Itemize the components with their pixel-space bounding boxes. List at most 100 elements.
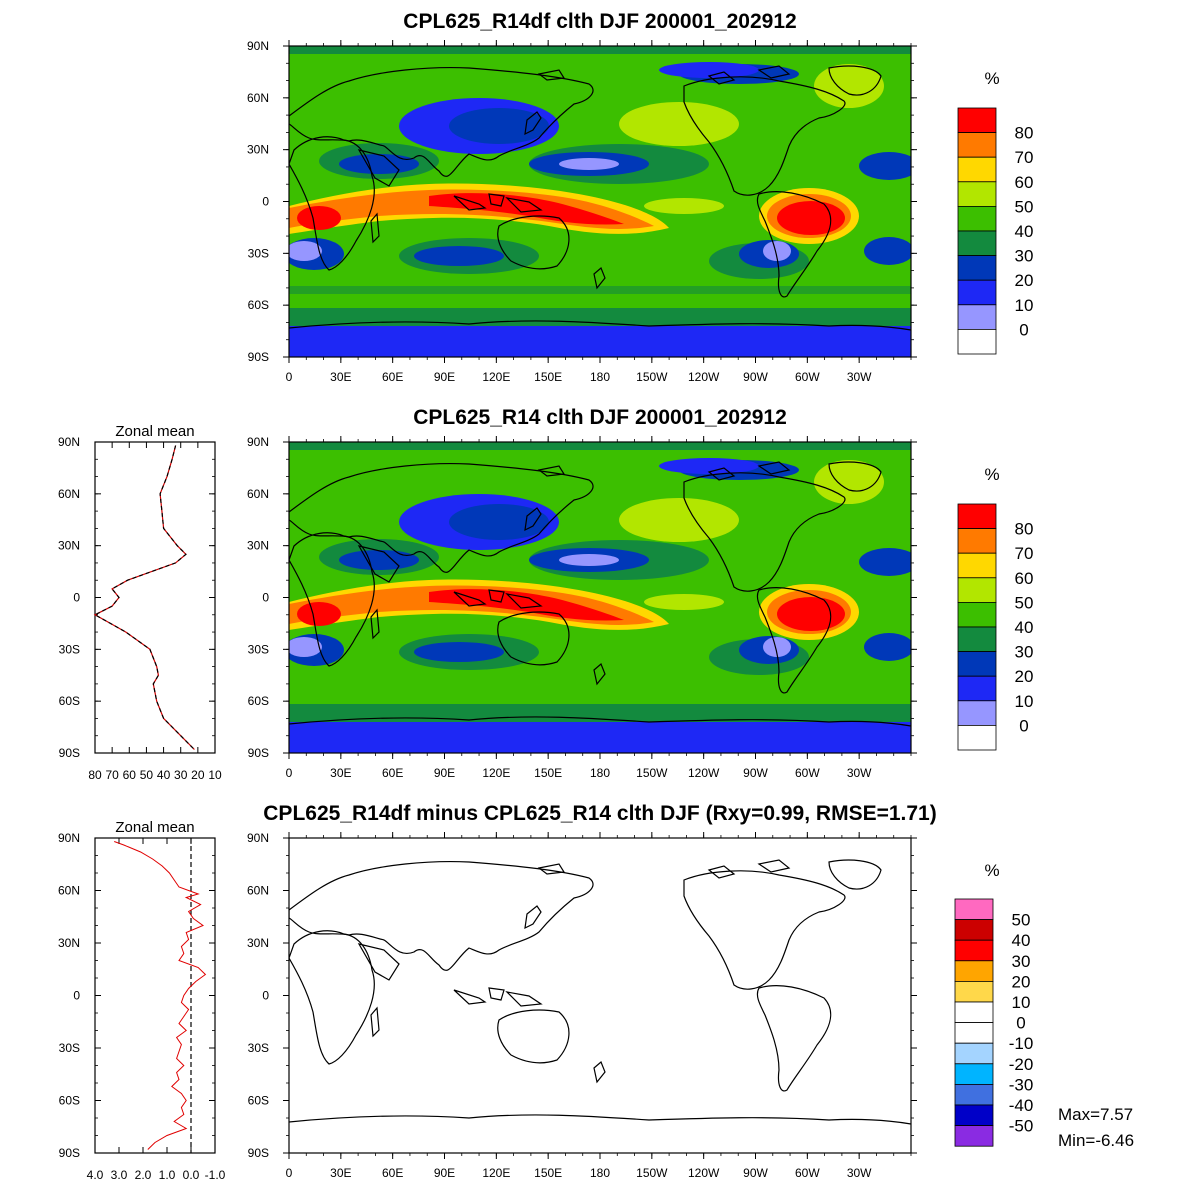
lat-tick-label: 30N (247, 539, 269, 553)
lon-tick-label: 120E (482, 370, 510, 384)
lon-tick-label: 90E (434, 766, 455, 780)
legend-swatch (957, 230, 997, 257)
legend-swatch (957, 304, 997, 330)
legend-swatch (957, 552, 997, 579)
lat-tick-label: 90N (247, 831, 269, 845)
lon-tick-label: 120E (482, 766, 510, 780)
zonal-mean-b: Zonal mean 80 70 60 50 40 30 20 10 90N 60N 30N 0 30S… (58, 423, 222, 782)
legend-swatch (957, 132, 997, 158)
lon-tick-label: 150E (534, 1166, 562, 1180)
lat-tick-label: 60N (247, 91, 269, 105)
zonal-lat-tick-label: 0 (73, 989, 80, 1003)
panel-a-title: CPL625_R14df clth DJF 200001_202912 (403, 10, 796, 33)
zonal-lat-tick-label: 60N (58, 487, 80, 501)
map-c (289, 838, 911, 1153)
zonal-lat-tick-label: 30S (59, 1041, 80, 1055)
legend-label: -40 (1009, 1096, 1034, 1115)
axis-ticks-b: 0 30E 60E 90E 120E 150E 180 150W 120W 90W 60W 30W 90… (247, 435, 917, 780)
legend-label: 20 (1012, 972, 1031, 991)
legend-swatch (954, 981, 994, 1003)
lon-tick-label: 30W (847, 370, 872, 384)
panel-a: CPL625_R14df clth DJF 200001_202912 (247, 10, 917, 384)
map-a (289, 46, 911, 357)
zonal-x-tick-label: 20 (191, 768, 205, 782)
legend-label: 0 (1019, 716, 1028, 735)
zonal-mean-diff-line (114, 841, 207, 1150)
zonal-lat-tick-label: 60N (58, 884, 80, 898)
legend-label: 10 (1015, 296, 1034, 315)
lon-tick-label: 150E (534, 370, 562, 384)
legend-a-unit: % (984, 69, 999, 88)
legend-swatch (954, 919, 994, 941)
lat-tick-label: 0 (262, 989, 269, 1003)
legend-label: 70 (1015, 544, 1034, 563)
zonal-lat-tick-label: 60S (59, 694, 80, 708)
zonal-x-tick-label: 2.0 (135, 1168, 152, 1182)
lon-tick-label: 150W (636, 766, 668, 780)
legend-label: 30 (1012, 952, 1031, 971)
legend-label: 50 (1012, 911, 1031, 930)
zonal-lat-tick-label: 90N (58, 435, 80, 449)
legend-swatch (957, 725, 997, 751)
legend-swatch (954, 1001, 994, 1024)
panel-b: CPL625_R14 clth DJF 200001_202912 (247, 406, 917, 780)
zonal-x-tick-label: 60 (123, 768, 137, 782)
legend-swatch (957, 700, 997, 726)
legend-c-unit: % (984, 861, 999, 880)
lat-tick-label: 90S (248, 1146, 269, 1160)
legend-swatch (957, 255, 997, 281)
lat-tick-label: 90S (248, 746, 269, 760)
zonal-mean-c: Zonal mean 4.0 3.0 2.0 1.0 0.0 -1.0 90N 60N 30N 0… (58, 819, 226, 1182)
lon-tick-label: 90E (434, 1166, 455, 1180)
zonal-mean-line-black (93, 445, 195, 750)
legend-swatch (957, 651, 997, 677)
legend-swatch (954, 960, 994, 982)
lon-tick-label: 150E (534, 766, 562, 780)
legend-swatch (954, 898, 994, 921)
axis-ticks-c: 0 30E 60E 90E 120E 150E 180 150W 120W 90W 60W 30W 90… (247, 831, 917, 1180)
legend-swatch (954, 939, 994, 962)
lon-tick-label: 150W (636, 370, 668, 384)
lon-tick-label: 90E (434, 370, 455, 384)
panel-c: CPL625_R14df minus CPL625_R14 clth DJF (… (247, 802, 937, 1180)
zonal-x-tick-label: 40 (157, 768, 171, 782)
lon-tick-label: 30E (330, 370, 351, 384)
zonal-lat-tick-label: 30S (59, 642, 80, 656)
legend-swatch (957, 602, 997, 628)
legend-label: -30 (1009, 1075, 1034, 1094)
lon-tick-label: 120W (688, 766, 720, 780)
lon-tick-label: 90W (743, 1166, 768, 1180)
lon-tick-label: 0 (286, 370, 293, 384)
lon-tick-label: 180 (590, 766, 610, 780)
lon-tick-label: 30E (330, 1166, 351, 1180)
lon-tick-label: 60E (382, 370, 403, 384)
zonal-x-tick-label: 10 (208, 768, 222, 782)
legend-swatch (957, 205, 997, 232)
lat-tick-label: 90N (247, 39, 269, 53)
zonal-mean-c-plot: 4.0 3.0 2.0 1.0 0.0 -1.0 90N 60N 30N 0 30S 60S 90S (58, 831, 226, 1182)
legend-a: % 80 70 60 50 40 30 20 10 0 (957, 69, 1034, 355)
stats-min: Min=-6.46 (1058, 1131, 1134, 1150)
lon-tick-label: 60W (795, 370, 820, 384)
zonal-mean-line-red (93, 445, 195, 750)
legend-label: 0 (1019, 320, 1028, 339)
legend-swatch (954, 1063, 994, 1085)
legend-label: 30 (1015, 247, 1034, 266)
zonal-x-tick-label: 4.0 (87, 1168, 104, 1182)
legend-label: 40 (1015, 618, 1034, 637)
lon-tick-label: 0 (286, 766, 293, 780)
legend-label: -20 (1009, 1055, 1034, 1074)
lat-tick-label: 60S (248, 298, 269, 312)
lon-tick-label: 60W (795, 766, 820, 780)
lon-tick-label: 90W (743, 766, 768, 780)
legend-label: 10 (1015, 692, 1034, 711)
legend-label: 80 (1015, 520, 1034, 539)
legend-label: 20 (1015, 667, 1034, 686)
legend-label: 40 (1012, 931, 1031, 950)
map-b (289, 442, 911, 753)
lon-tick-label: 30E (330, 766, 351, 780)
legend-swatch (957, 528, 997, 554)
lat-tick-label: 60S (248, 1094, 269, 1108)
zonal-lat-tick-label: 90S (59, 746, 80, 760)
legend-label: 0 (1016, 1014, 1025, 1033)
